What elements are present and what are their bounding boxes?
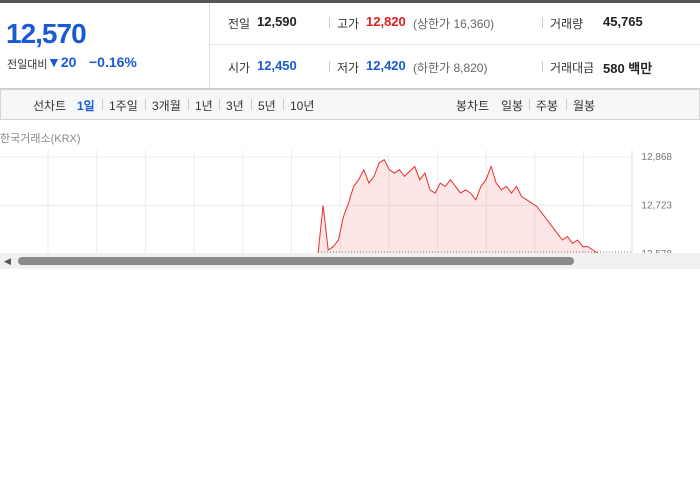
stat-note: (하한가 8,820): [413, 61, 488, 75]
change-value: 20: [60, 54, 77, 70]
stat-sep: [329, 17, 330, 28]
tab[interactable]: 5년: [258, 99, 276, 113]
stat-label: 시가: [228, 61, 251, 75]
change-label: 전일대비: [7, 59, 48, 71]
tab-sep: [251, 99, 252, 110]
tab[interactable]: 3개월: [152, 99, 181, 113]
tab-label: 봉차트: [456, 99, 490, 113]
scroll-left[interactable]: ◀: [4, 256, 11, 266]
change: ▼20: [47, 54, 77, 70]
change-rate: −0.16%: [89, 54, 137, 70]
stat-value: 12,590: [257, 14, 297, 29]
scroll-thumb[interactable]: [18, 257, 574, 265]
stat-label: 전일: [228, 17, 251, 31]
stat-label: 거래대금: [550, 61, 595, 75]
stat-sep: [542, 61, 543, 72]
stat-label: 저가: [337, 61, 360, 75]
divider: [210, 44, 700, 45]
tab[interactable]: 3년: [226, 99, 244, 113]
price: 12,570: [6, 18, 87, 49]
tab[interactable]: 1년: [195, 99, 213, 113]
tab[interactable]: 월봉: [573, 99, 596, 113]
tab-sep: [145, 99, 146, 110]
stat-sep: [329, 61, 330, 72]
y-tick-label: 12,723: [641, 201, 672, 212]
tab-sep: [529, 99, 530, 110]
stat-sep: [542, 17, 543, 28]
area: [318, 159, 598, 254]
tab-sep: [283, 99, 284, 110]
header: [0, 3, 700, 89]
tab[interactable]: 1일: [77, 99, 95, 113]
source: 한국거래소(KRX): [0, 133, 81, 145]
tab-bar: [0, 89, 700, 120]
stat-label: 거래량: [550, 17, 584, 31]
price-line: [317, 158, 599, 255]
tab[interactable]: 주봉: [536, 99, 559, 113]
top-border: [0, 0, 700, 3]
stat-label: 고가: [337, 17, 360, 31]
tab-sep: [188, 99, 189, 110]
tab-sep: [566, 99, 567, 110]
tab-sep: [102, 99, 103, 110]
stat-value: 580 백만: [603, 61, 653, 76]
y-tick-label: 12,868: [641, 152, 672, 163]
stat-value: 12,820: [366, 14, 406, 29]
stat-value: 45,765: [603, 14, 643, 29]
tab-label: 선차트: [33, 99, 67, 113]
stat-note: (상한가 16,360): [413, 17, 495, 31]
tab[interactable]: 일봉: [501, 99, 524, 113]
stat-value: 12,450: [257, 58, 297, 73]
tab[interactable]: 1주일: [109, 99, 138, 113]
divider: [209, 3, 210, 88]
tab-sep: [219, 99, 220, 110]
stat-value: 12,420: [366, 58, 406, 73]
tab[interactable]: 10년: [290, 99, 315, 113]
